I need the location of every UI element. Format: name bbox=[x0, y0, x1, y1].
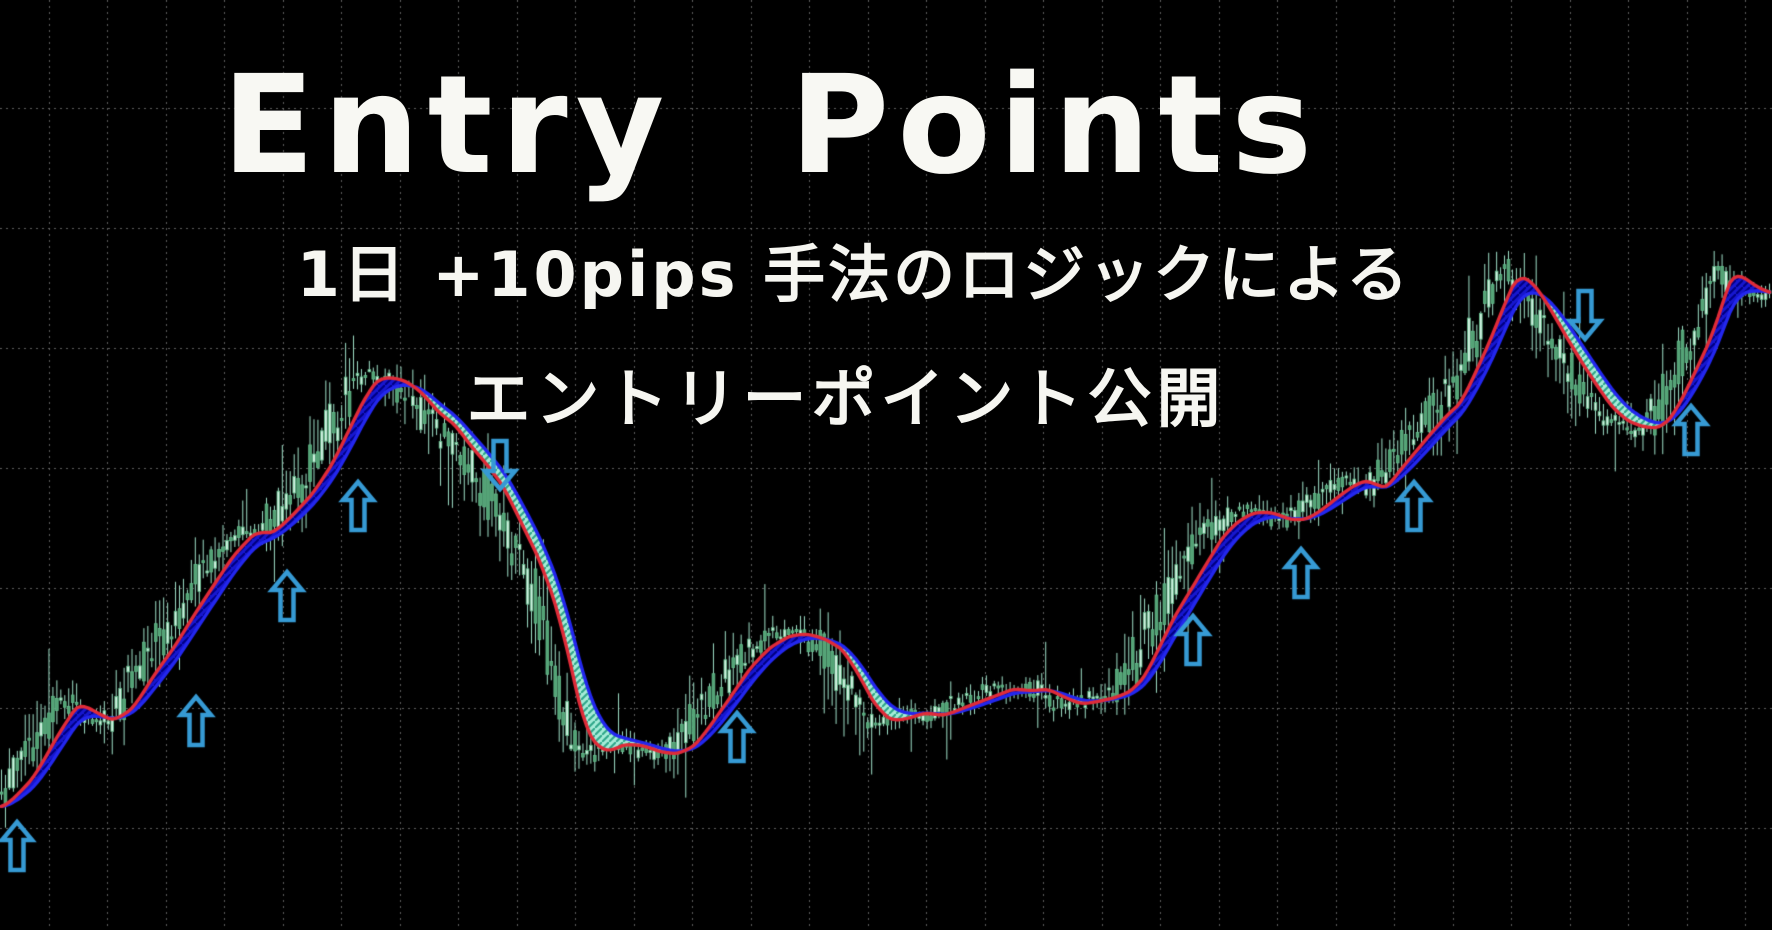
candlestick-chart-canvas bbox=[0, 0, 1772, 930]
trading-chart-thumbnail: Entry Points 1日 +10pips 手法のロジックによる エントリー… bbox=[0, 0, 1772, 930]
